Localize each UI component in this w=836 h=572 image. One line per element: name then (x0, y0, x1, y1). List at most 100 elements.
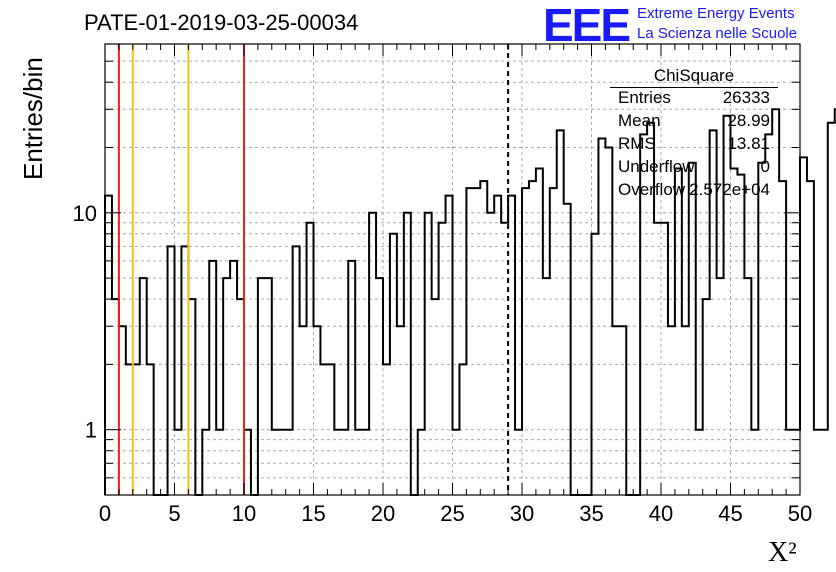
histogram-bin (501, 223, 508, 495)
histogram-bin (327, 364, 334, 495)
x-tick-label: 15 (301, 501, 325, 526)
stats-title: ChiSquare (610, 66, 778, 88)
logo-caption: Extreme Energy Events La Scienza nelle S… (637, 4, 797, 44)
histogram-bin (779, 181, 786, 495)
histogram-bin (105, 196, 112, 495)
stats-key: RMS (618, 134, 656, 153)
stats-row-entries: Entries 26333 (610, 88, 778, 111)
histogram-bin (668, 326, 675, 495)
histogram-bin (397, 326, 404, 495)
stats-box: ChiSquare Entries 26333 Mean 28.99 RMS 13.8… (610, 66, 778, 203)
x-tick-label: 0 (99, 501, 111, 526)
histogram-bin (216, 430, 223, 495)
histogram-bin (230, 261, 237, 495)
histogram-bin (341, 430, 348, 495)
histogram-bin (536, 169, 543, 495)
histogram-bin (453, 430, 460, 495)
x-tick-label: 10 (232, 501, 256, 526)
histogram-bin (279, 430, 286, 495)
histogram-bin (814, 430, 821, 495)
histogram-bin (147, 364, 154, 495)
histogram-bin (237, 299, 244, 495)
histogram-bin (598, 139, 605, 495)
histogram-bin (619, 326, 626, 495)
histogram-bin (175, 430, 182, 495)
histogram-bin (661, 223, 668, 495)
histogram-bin (543, 278, 550, 495)
histogram-bin (564, 204, 571, 495)
histogram-bin (362, 430, 369, 495)
histogram-bin (376, 278, 383, 495)
stats-row-overflow: Overflow 2.572e+04 (610, 180, 778, 203)
histogram-bin (418, 430, 425, 495)
histogram-bin (404, 213, 411, 495)
x-tick-label: 35 (579, 501, 603, 526)
histogram-bin (821, 430, 828, 495)
histogram-bin (487, 213, 494, 495)
stats-value: 2.572e+04 (689, 180, 770, 199)
histogram-bin (612, 326, 619, 495)
histogram-bin (293, 246, 300, 495)
histogram-bin (432, 299, 439, 495)
eee-logo: EEE (543, 0, 631, 51)
histogram-bin (223, 278, 230, 495)
histogram-bin (529, 181, 536, 495)
histogram-bin (731, 169, 738, 495)
histogram-bin (508, 196, 515, 495)
histogram-bin (675, 169, 682, 495)
stats-key: Mean (618, 111, 661, 130)
histogram-bin (126, 364, 133, 495)
histogram-bin (181, 246, 188, 495)
stats-row-mean: Mean 28.99 (610, 111, 778, 134)
histogram-bin (286, 430, 293, 495)
chart-title: PATE-01-2019-03-25-00034 (84, 10, 359, 35)
histogram-bin (119, 326, 126, 495)
histogram-bin (202, 430, 209, 495)
histogram-bin (800, 157, 807, 495)
histogram-bin (112, 299, 119, 495)
histogram-bin (272, 430, 279, 495)
stats-key: Underflow (618, 157, 695, 176)
histogram-bin (334, 430, 341, 495)
histogram-bin (654, 223, 661, 495)
histogram-bin (828, 123, 835, 495)
y-tick-label: 1 (85, 418, 97, 443)
histogram-bin (300, 326, 307, 495)
histogram-bin (369, 213, 376, 495)
histogram-bin (550, 188, 557, 495)
histogram-bin (258, 278, 265, 495)
histogram-bin (744, 278, 751, 495)
x-tick-label: 20 (371, 501, 395, 526)
x-tick-label: 45 (718, 501, 742, 526)
histogram-bin (439, 223, 446, 495)
histogram-bin (751, 430, 758, 495)
histogram-bin (717, 278, 724, 495)
histogram-bin (480, 181, 487, 495)
y-tick-label: 10 (73, 201, 97, 226)
histogram-bin (209, 261, 216, 495)
histogram-bin (592, 234, 599, 495)
histogram-bin (265, 278, 272, 495)
histogram-bin (466, 188, 473, 495)
histogram-bin (515, 430, 522, 495)
histogram-bin (494, 196, 501, 495)
stats-row-rms: RMS 13.81 (610, 134, 778, 157)
histogram-bin (348, 261, 355, 495)
histogram-bin (557, 130, 564, 495)
histogram-bin (689, 163, 696, 495)
histogram-bin (390, 234, 397, 495)
stats-row-underflow: Underflow 0 (610, 157, 778, 180)
histogram-bin (133, 364, 140, 495)
stats-value: 13.81 (727, 134, 770, 153)
histogram-bin (522, 188, 529, 495)
x-tick-label: 5 (168, 501, 180, 526)
x-tick-label: 25 (440, 501, 464, 526)
histogram-bin (168, 246, 175, 495)
logo-line-2: La Scienza nelle Scuole (637, 25, 798, 42)
histogram-bin (425, 213, 432, 495)
histogram-bin (473, 188, 480, 495)
histogram-bin (459, 364, 466, 495)
histogram-bin (314, 326, 321, 495)
histogram-bin (446, 196, 453, 495)
histogram-bin (807, 181, 814, 495)
